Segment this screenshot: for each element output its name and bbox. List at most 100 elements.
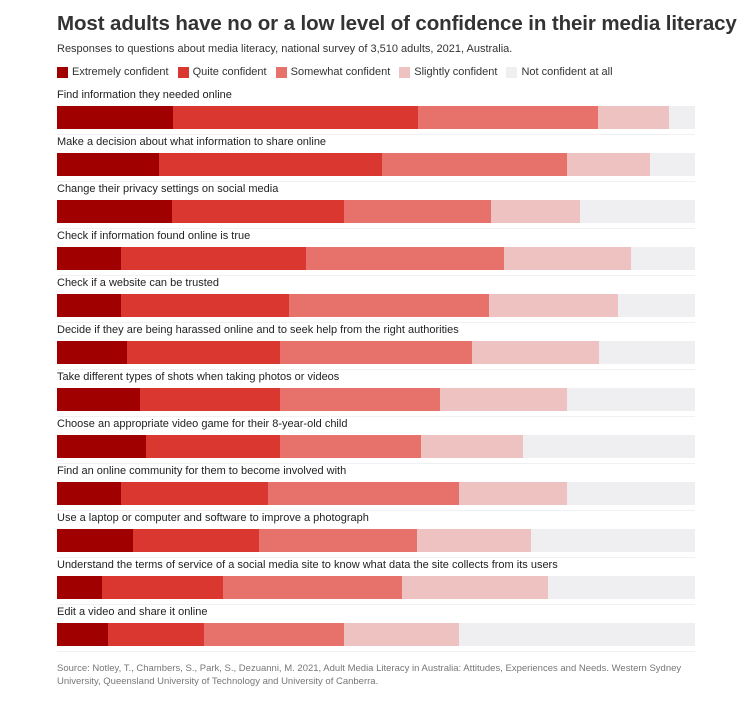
bar-segment-not-confident-at-all — [567, 482, 695, 505]
category-label: Check if a website can be trusted — [57, 277, 220, 289]
bar-segment-slightly-confident — [503, 247, 632, 270]
chart-subtitle: Responses to questions about media liter… — [57, 43, 513, 55]
legend-swatch — [506, 66, 518, 78]
legend-label: Extremely confident — [72, 66, 169, 78]
bar-segment-extremely-confident — [57, 106, 173, 129]
bar-row — [57, 482, 695, 505]
row-divider — [57, 134, 695, 135]
bar-segment-quite-confident — [101, 576, 223, 599]
category-label: Make a decision about what information t… — [57, 136, 327, 148]
bar-segment-slightly-confident — [401, 576, 549, 599]
category-label: Understand the terms of service of a soc… — [57, 559, 558, 571]
bar-row — [57, 341, 695, 364]
row-divider — [57, 416, 695, 417]
bar-segment-not-confident-at-all — [669, 106, 695, 129]
bar-segment-extremely-confident — [57, 247, 121, 270]
bar-segment-somewhat-confident — [280, 341, 472, 364]
bar-segment-quite-confident — [121, 294, 289, 317]
bar-segment-quite-confident — [146, 435, 281, 458]
legend-swatch — [177, 66, 189, 78]
legend-swatch — [399, 66, 411, 78]
bar-segment-quite-confident — [120, 482, 268, 505]
legend-swatch — [275, 66, 287, 78]
source-note: Source: Notley, T., Chambers, S., Park, … — [57, 663, 682, 687]
bar-segment-not-confident-at-all — [650, 153, 695, 176]
category-label: Find an online community for them to bec… — [57, 465, 347, 477]
bar-row — [57, 388, 695, 411]
legend-label: Slightly confident — [414, 66, 498, 78]
bar-row — [57, 153, 695, 176]
row-divider — [57, 604, 695, 605]
category-label: Use a laptop or computer and software to… — [57, 512, 369, 524]
legend-item: Extremely confident — [57, 66, 169, 78]
legend-label: Quite confident — [192, 66, 267, 78]
bar-segment-extremely-confident — [57, 623, 109, 646]
bar-segment-somewhat-confident — [280, 388, 440, 411]
bar-segment-somewhat-confident — [267, 482, 459, 505]
bar-segment-slightly-confident — [488, 294, 618, 317]
legend-label: Somewhat confident — [290, 66, 391, 78]
bar-segment-not-confident-at-all — [548, 576, 695, 599]
bar-row — [57, 623, 695, 646]
bar-segment-slightly-confident — [420, 435, 523, 458]
category-label: Check if information found online is tru… — [57, 230, 251, 242]
bar-segment-not-confident-at-all — [617, 294, 695, 317]
row-divider — [57, 510, 695, 511]
bar-segment-somewhat-confident — [259, 529, 418, 552]
bar-segment-somewhat-confident — [344, 200, 491, 223]
row-divider — [57, 322, 695, 323]
category-label: Find information they needed online — [57, 89, 232, 101]
bar-segment-not-confident-at-all — [631, 247, 695, 270]
bar-segment-somewhat-confident — [305, 247, 504, 270]
bar-segment-quite-confident — [132, 529, 260, 552]
row-divider — [57, 275, 695, 276]
chart-title: Most adults have no or a low level of co… — [57, 12, 737, 35]
bar-segment-not-confident-at-all — [580, 200, 695, 223]
bar-row — [57, 435, 695, 458]
bar-segment-quite-confident — [139, 388, 281, 411]
bar-segment-not-confident-at-all — [522, 435, 695, 458]
category-label: Edit a video and share it online — [57, 606, 208, 618]
bar-segment-somewhat-confident — [288, 294, 489, 317]
legend-item: Somewhat confident — [275, 66, 391, 78]
bar-segment-somewhat-confident — [222, 576, 402, 599]
category-label: Change their privacy settings on social … — [57, 183, 279, 195]
category-label: Take different types of shots when takin… — [57, 371, 340, 383]
row-divider — [57, 651, 695, 652]
bar-segment-extremely-confident — [57, 200, 172, 223]
legend-item: Slightly confident — [399, 66, 497, 78]
bar-row — [57, 576, 695, 599]
row-divider — [57, 181, 695, 182]
legend-item: Quite confident — [177, 66, 267, 78]
row-divider — [57, 228, 695, 229]
bar-segment-slightly-confident — [598, 106, 670, 129]
legend-label: Not confident at all — [521, 66, 613, 78]
bar-segment-extremely-confident — [57, 576, 102, 599]
category-label: Choose an appropriate video game for the… — [57, 418, 348, 430]
bar-row — [57, 106, 695, 129]
bar-segment-somewhat-confident — [382, 153, 568, 176]
legend-swatch — [57, 66, 68, 78]
row-divider — [57, 463, 695, 464]
row-divider — [57, 557, 695, 558]
bar-segment-extremely-confident — [57, 294, 122, 317]
bar-row — [57, 247, 695, 270]
bar-segment-slightly-confident — [439, 388, 568, 411]
bar-segment-slightly-confident — [567, 153, 651, 176]
bar-segment-quite-confident — [171, 200, 345, 223]
bar-segment-extremely-confident — [57, 529, 133, 552]
bar-segment-slightly-confident — [471, 341, 600, 364]
legend: Extremely confident Quite confident Somewh… — [57, 66, 622, 78]
legend-item: Not confident at all — [506, 66, 613, 78]
row-divider — [57, 369, 695, 370]
category-label: Decide if they are being harassed online… — [57, 324, 459, 336]
bar-segment-extremely-confident — [57, 482, 121, 505]
bar-segment-quite-confident — [159, 153, 383, 176]
bar-row — [57, 200, 695, 223]
bar-segment-quite-confident — [120, 247, 306, 270]
bar-segment-quite-confident — [108, 623, 204, 646]
bar-segment-not-confident-at-all — [530, 529, 695, 552]
bar-segment-extremely-confident — [57, 388, 140, 411]
bar-segment-extremely-confident — [57, 153, 160, 176]
bar-segment-not-confident-at-all — [567, 388, 695, 411]
